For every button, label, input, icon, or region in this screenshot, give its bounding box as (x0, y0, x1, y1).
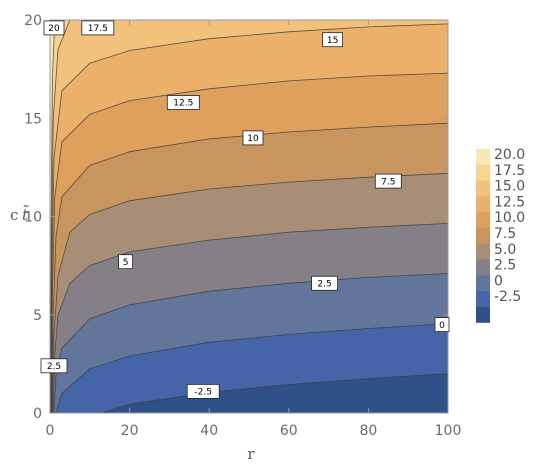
contour-label-box (434, 317, 450, 333)
contour-band (50, 20, 448, 413)
contour-label: 0 (434, 317, 450, 333)
contour-line (101, 373, 448, 413)
contour-label-text: -2.5 (194, 388, 212, 398)
contour-line (51, 72, 448, 413)
legend-swatch (476, 275, 490, 292)
contour-label: 12.5 (166, 95, 200, 110)
legend-swatch (476, 196, 490, 213)
x-tick-label: 80 (359, 423, 377, 439)
contour-label-box (118, 254, 133, 270)
legend-label: 20.0 (494, 147, 525, 163)
legend-swatch (476, 291, 490, 308)
contour-label-box (81, 20, 115, 36)
contour-label-box (322, 32, 344, 48)
y-axis-label-sub: t̃ (22, 205, 29, 224)
legend-swatch-bottom (476, 307, 490, 323)
y-tick-label: 15 (24, 111, 42, 127)
contour-label-box (40, 358, 68, 374)
contour-label-text: 5 (123, 258, 129, 268)
legend-label: 5.0 (494, 242, 516, 258)
x-tick-label: 100 (435, 423, 462, 439)
y-tick-label: 0 (33, 406, 42, 422)
legend-label: 10.0 (494, 210, 525, 226)
contour-label: 15 (322, 32, 344, 48)
contour-label-text: 20 (48, 24, 60, 34)
x-tick-label: 40 (200, 423, 218, 439)
contour-label-text: 7.5 (381, 177, 395, 187)
contour-line (52, 172, 448, 413)
legend-label: -2.5 (494, 289, 521, 305)
legend-swatch (476, 212, 490, 229)
contour-label-box (242, 130, 264, 146)
contour-label: 5 (118, 254, 133, 270)
contour-label: 7.5 (374, 173, 402, 189)
legend: 20.017.515.012.510.07.55.02.50-2.5 (476, 147, 525, 323)
contour-label-text: 12.5 (173, 99, 193, 109)
contour-label-box (311, 275, 339, 291)
y-tick-label: 20 (24, 13, 42, 29)
legend-label: 12.5 (494, 194, 525, 210)
legend-swatch (476, 243, 490, 260)
legend-label: 17.5 (494, 163, 525, 179)
contour-label-text: 0 (439, 321, 445, 331)
contour-label-text: 2.5 (317, 280, 331, 290)
contour-label: -2.5 (186, 383, 220, 399)
x-tick-label: 60 (280, 423, 298, 439)
contour-label-text: 15 (327, 36, 338, 46)
legend-label: 2.5 (494, 258, 516, 274)
contour-label: 2.5 (311, 275, 339, 291)
contour-label-text: 10 (247, 134, 259, 144)
y-tick-label: 5 (33, 308, 42, 324)
contour-label-text: 2.5 (47, 362, 61, 372)
x-axis-label: r (247, 445, 255, 463)
x-tick-label: 20 (121, 423, 139, 439)
legend-swatch (476, 228, 490, 245)
x-axis-ticks: 0 20 40 60 80 100 (46, 20, 462, 439)
contour-label-box (374, 173, 402, 189)
contour-label-box (166, 95, 200, 110)
legend-label: 0 (494, 273, 503, 289)
contour-label-text: 17.5 (88, 24, 108, 34)
legend-swatch (476, 180, 490, 197)
contour-label: 10 (242, 130, 264, 146)
contour-labels: 20 17.5 15 12.5 10 7.5 5 2.5 2.5 0 -2.5 (40, 20, 450, 399)
contour-label: 20 (43, 20, 65, 36)
legend-swatch (476, 259, 490, 276)
legend-label: 15.0 (494, 179, 525, 195)
x-tick-label: 0 (46, 423, 55, 439)
contour-label: 17.5 (81, 20, 115, 36)
y-tick-label: 10 (24, 210, 42, 226)
y-axis-ticks: 0 5 10 15 20 (24, 13, 448, 422)
legend-swatch (476, 164, 490, 181)
contour-label-box (186, 383, 220, 399)
contour-band (50, 20, 448, 413)
legend-label: 7.5 (494, 226, 516, 242)
contour-label: 2.5 (40, 358, 68, 374)
legend-swatch (476, 149, 490, 166)
contour-bands (50, 20, 448, 413)
y-axis-label: c (10, 206, 18, 224)
contour-line (51, 122, 448, 413)
contour-label-box (43, 20, 65, 36)
contour-line (52, 223, 448, 413)
contour-line (55, 323, 448, 413)
